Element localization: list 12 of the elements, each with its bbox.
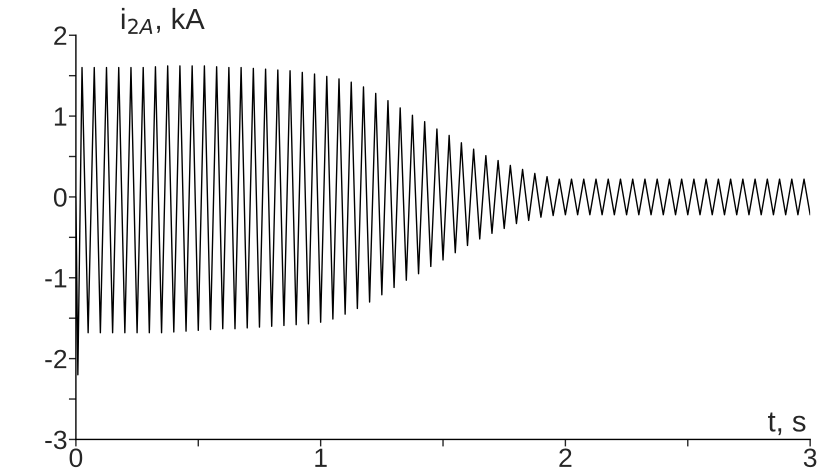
y-tick-label: -1 [45, 269, 66, 288]
x-tick-label: 2 [559, 448, 572, 467]
y-tick-label: -2 [45, 350, 66, 368]
y-tick-label: -3 [45, 430, 66, 450]
y-tick-label: 1 [54, 107, 66, 126]
x-tick-label: 0 [70, 448, 82, 468]
y-axis-title: i$_{2A}$, kA [122, 8, 205, 34]
y-tick-label: 0 [54, 188, 67, 207]
x-axis-title: t, s [768, 412, 806, 436]
x-tick-label: 3 [804, 448, 816, 468]
y-tick-label: 2 [54, 26, 66, 45]
x-tick-label: 1 [315, 448, 327, 467]
